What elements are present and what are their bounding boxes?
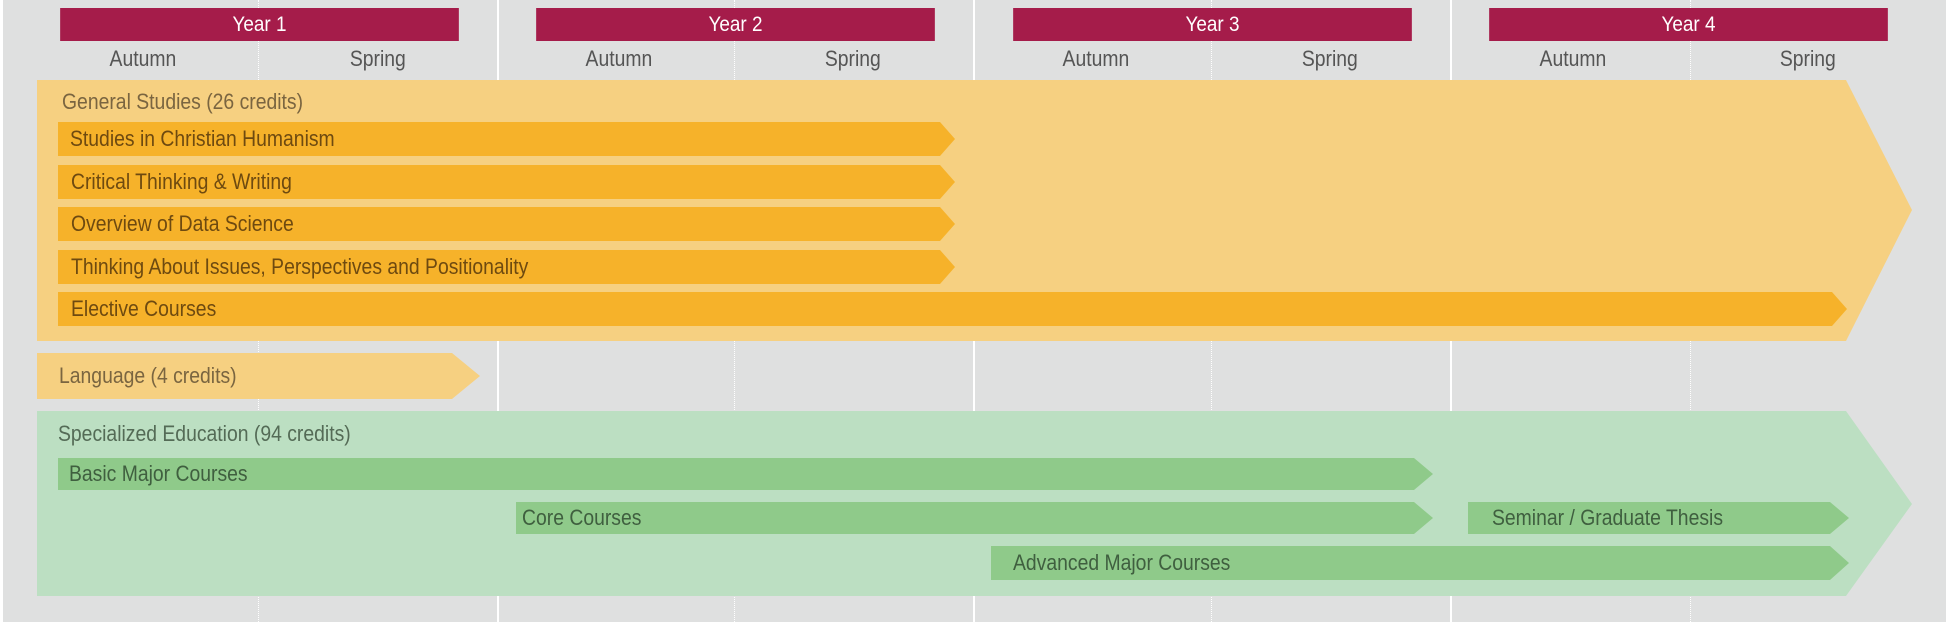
general-studies-title: General Studies (26 credits)	[62, 89, 304, 114]
course-bar-humanism	[58, 122, 955, 156]
semester-label: Spring	[1780, 46, 1836, 71]
course-label-seminar: Seminar / Graduate Thesis	[1492, 505, 1723, 530]
course-bar-data-science	[58, 207, 955, 241]
semester-label: Autumn	[1539, 46, 1607, 71]
semester-label: Autumn	[109, 46, 177, 71]
course-label-advanced-major: Advanced Major Courses	[1013, 550, 1231, 575]
specialized-education-title: Specialized Education (94 credits)	[58, 421, 351, 446]
semester-label: Autumn	[1062, 46, 1130, 71]
year-4-header: Year 4	[1489, 8, 1888, 41]
semester-label: Spring	[824, 46, 881, 71]
language-block	[37, 353, 480, 399]
course-label-core: Core Courses	[522, 505, 642, 530]
course-label-electives: Elective Courses	[71, 296, 217, 321]
course-bar-basic-major	[58, 458, 1433, 490]
year-1-header: Year 1	[60, 8, 459, 41]
course-bar-seminar	[1468, 502, 1849, 534]
course-label-critical-thinking: Critical Thinking & Writing	[71, 169, 292, 194]
course-bar-issues	[58, 250, 955, 284]
course-label-humanism: Studies in Christian Humanism	[70, 126, 335, 151]
course-label-issues: Thinking About Issues, Perspectives and …	[71, 254, 529, 279]
course-bar-electives	[58, 292, 1847, 326]
semester-label: Spring	[349, 46, 406, 71]
course-bar-advanced-major	[991, 546, 1849, 580]
year-2-header: Year 2	[536, 8, 935, 41]
course-bar-critical-thinking	[58, 165, 955, 199]
language-title: Language (4 credits)	[59, 363, 237, 388]
course-bar-core	[516, 502, 1433, 534]
semester-label: Autumn	[585, 46, 653, 71]
year-3-header: Year 3	[1013, 8, 1412, 41]
course-label-data-science: Overview of Data Science	[71, 211, 294, 236]
course-label-basic-major: Basic Major Courses	[69, 461, 248, 486]
semester-label: Spring	[1302, 46, 1358, 71]
